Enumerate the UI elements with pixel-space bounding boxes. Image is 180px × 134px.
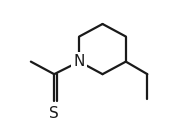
Text: S: S — [49, 106, 59, 121]
Text: N: N — [74, 54, 85, 69]
